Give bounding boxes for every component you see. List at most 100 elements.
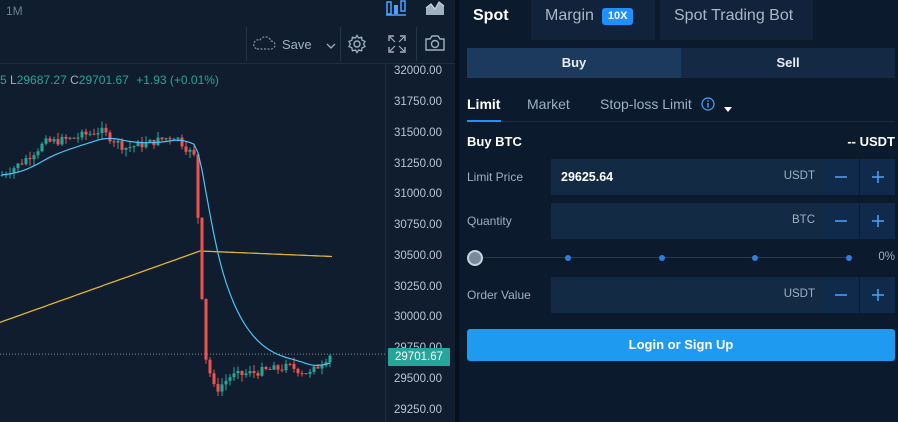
slider-mark-50[interactable] <box>659 255 665 261</box>
buy-button[interactable]: Buy <box>467 48 681 78</box>
active-tab-indicator <box>467 120 501 122</box>
candle-body <box>252 371 256 374</box>
amount-slider[interactable]: 0% <box>467 250 895 266</box>
candle-body <box>56 139 60 145</box>
candle-body <box>224 380 228 385</box>
candle-body <box>264 367 268 370</box>
price-tick: 30000.00 <box>394 311 442 324</box>
candle-body <box>16 163 20 169</box>
fullscreen-icon[interactable] <box>387 34 407 53</box>
area-chart-icon[interactable] <box>425 0 445 18</box>
candle-body <box>12 168 16 174</box>
tab-bot-label: Spot Trading Bot <box>674 7 794 24</box>
tab-spot[interactable]: Spot <box>459 0 527 40</box>
close-label: C <box>70 73 79 87</box>
candle-body <box>120 140 124 150</box>
trade-panel: Spot Margin 10X Spot Trading Bot Buy Sell… <box>459 0 898 422</box>
login-signup-button[interactable]: Login or Sign Up <box>467 329 895 361</box>
candle-body <box>40 143 44 152</box>
plus-icon <box>871 171 884 183</box>
caret-down-icon[interactable] <box>724 100 732 118</box>
candle-body <box>240 370 244 376</box>
candle-body <box>172 138 176 140</box>
candle-body <box>24 158 28 165</box>
candle-body <box>72 137 76 139</box>
candle-body <box>108 132 112 142</box>
leverage-badge: 10X <box>601 8 634 25</box>
slider-mark-100[interactable] <box>846 255 852 261</box>
camera-icon[interactable] <box>424 34 445 52</box>
tab-stop-loss-limit[interactable]: Stop-loss Limit <box>600 96 692 112</box>
quantity-decrement-button[interactable] <box>823 203 859 239</box>
quantity-unit: BTC <box>792 214 815 226</box>
candle-body <box>0 174 4 176</box>
buy-title: Buy BTC <box>467 134 522 149</box>
candle-body <box>208 359 212 374</box>
candle-body <box>180 137 184 147</box>
timeframe-bar: 1M <box>0 0 455 24</box>
quantity-input[interactable]: BTC <box>551 203 823 239</box>
chart-toolbar: Save <box>0 24 455 64</box>
candle-body <box>144 142 148 148</box>
candle-body <box>300 373 304 375</box>
candle-body <box>92 133 96 135</box>
order-value-input[interactable]: USDT <box>551 277 823 313</box>
minus-icon <box>835 220 847 222</box>
candle-body <box>204 298 208 360</box>
save-label: Save <box>282 36 312 52</box>
slider-mark-25[interactable] <box>565 255 571 261</box>
tab-market[interactable]: Market <box>527 96 570 112</box>
candle-body <box>280 369 284 371</box>
plus-icon <box>871 289 884 301</box>
limit-price-increment-button[interactable] <box>859 159 895 195</box>
info-icon[interactable] <box>701 97 715 116</box>
minus-icon <box>835 176 847 178</box>
chevron-down-icon[interactable] <box>326 37 336 52</box>
order-value-label: Order Value <box>467 288 531 302</box>
limit-price-input[interactable]: 29625.64 USDT <box>551 159 823 195</box>
sell-button[interactable]: Sell <box>681 48 895 78</box>
low-value: 29687.27 <box>16 73 67 87</box>
candle-body <box>288 363 292 365</box>
price-tick: 31750.00 <box>394 96 442 109</box>
candle-body <box>228 377 232 381</box>
candle-body <box>296 368 300 374</box>
candle-body <box>52 139 56 142</box>
ohlc-legend: 5 L29687.27 C29701.67 +1.93 (+0.01%) <box>0 73 219 87</box>
tab-margin[interactable]: Margin 10X <box>531 0 655 40</box>
close-value: 29701.67 <box>78 73 129 87</box>
tab-limit[interactable]: Limit <box>467 96 501 112</box>
slider-mark-75[interactable] <box>752 255 758 261</box>
order-value-increment-button[interactable] <box>859 277 895 313</box>
last-price-tag: 29701.67 <box>388 348 450 366</box>
candle-body <box>256 373 260 376</box>
candle-body <box>184 146 188 152</box>
save-button[interactable]: Save <box>252 33 336 55</box>
plus-icon <box>871 215 884 227</box>
candle-body <box>312 366 316 372</box>
available-balance: -- USDT <box>847 134 895 149</box>
ma-slow-line <box>0 250 333 324</box>
order-value-decrement-button[interactable] <box>823 277 859 313</box>
panel-divider <box>455 0 459 422</box>
timeframe-1m[interactable]: 1M <box>6 4 23 18</box>
candlestick-chart-icon[interactable] <box>386 0 406 18</box>
limit-price-decrement-button[interactable] <box>823 159 859 195</box>
tab-spot-label: Spot <box>473 7 509 24</box>
order-value-row: Order Value USDT <box>467 277 895 313</box>
candle-body <box>68 137 72 139</box>
quantity-row: Quantity BTC <box>467 203 895 239</box>
candle-body <box>148 139 152 143</box>
candle-body <box>112 141 116 143</box>
gear-icon[interactable] <box>347 34 367 54</box>
price-chart[interactable] <box>0 64 385 422</box>
tab-spot-trading-bot[interactable]: Spot Trading Bot <box>660 0 813 40</box>
candle-body <box>260 367 264 376</box>
price-axis[interactable]: 32000.00 31750.00 31500.00 31250.00 31000.00… <box>385 64 455 422</box>
candle-body <box>128 147 132 149</box>
quantity-increment-button[interactable] <box>859 203 895 239</box>
slider-handle[interactable] <box>467 250 483 266</box>
candle-body <box>316 366 320 369</box>
candle-body <box>160 137 164 140</box>
